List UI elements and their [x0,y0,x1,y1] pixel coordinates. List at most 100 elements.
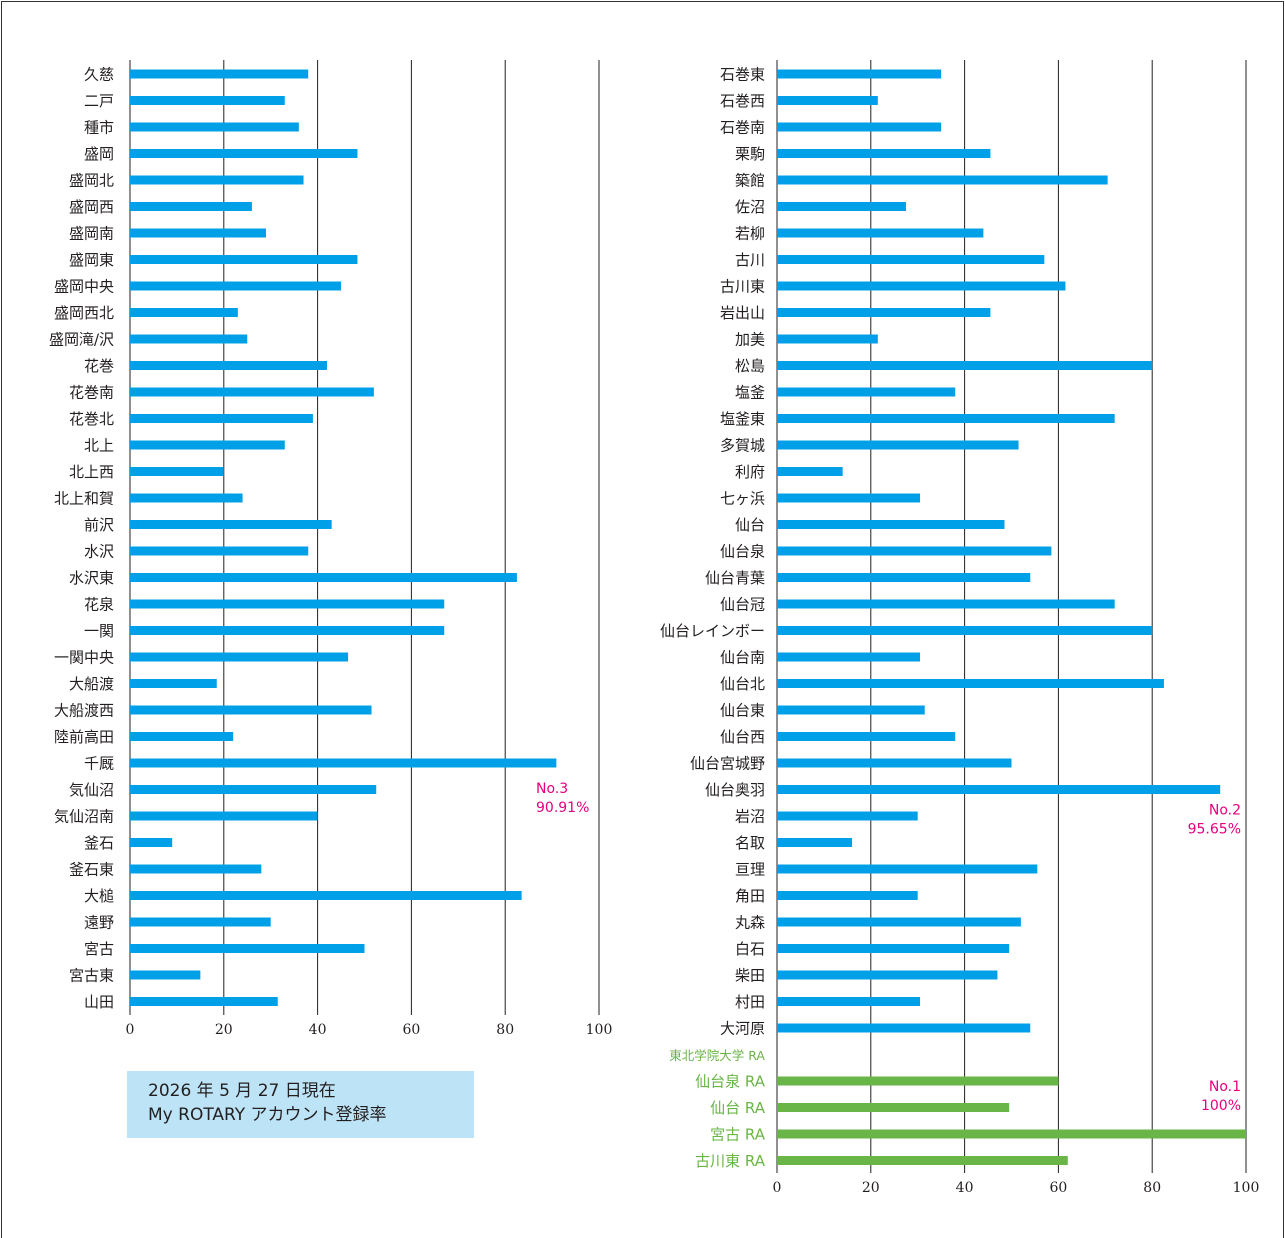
category-label: 仙台宮城野 [690,755,765,773]
bar [130,997,278,1006]
bar [777,1129,1246,1139]
category-label: 仙台レインボー [660,622,765,640]
category-label: 花巻南 [69,384,114,402]
category-label: 千厩 [84,755,114,773]
category-label: 利府 [735,463,765,481]
category-label: 仙台東 [720,702,765,720]
x-tick-label: 0 [773,1180,782,1196]
category-label: 水沢東 [69,569,114,587]
bar [777,917,1021,927]
rank-annotation-value: 100% [1201,1098,1241,1114]
bar [130,970,201,980]
bar [130,467,224,476]
category-label: 七ヶ浜 [720,490,765,508]
category-label: 塩釜東 [720,410,765,428]
category-label: 柴田 [735,967,765,985]
bar [777,255,1045,264]
category-label: 一関中央 [54,649,114,667]
category-label: 石巻東 [720,66,765,84]
x-tick-label: 60 [1049,1180,1067,1196]
bar [777,970,998,980]
category-label: 花泉 [84,596,114,614]
bar [130,705,372,715]
bar [777,785,1221,794]
category-label: 丸森 [735,914,765,932]
bar [130,679,217,688]
category-label: 古川東 [720,278,765,296]
bar [130,96,285,105]
category-label: 遠野 [84,914,114,932]
category-label: 釜石東 [69,861,114,879]
category-label: 石巻南 [720,119,765,137]
bar [777,175,1108,185]
category-label: 花巻 [84,357,114,375]
bar [777,679,1164,688]
category-label: 古川東 RA [695,1152,766,1170]
category-label: 若柳 [735,225,765,243]
bar [777,652,921,662]
bar [130,811,318,821]
category-label: 岩出山 [720,304,765,322]
category-label: 仙台泉 RA [695,1073,766,1091]
category-label: 仙台 RA [710,1099,766,1117]
bar [130,652,349,662]
bar [777,281,1066,291]
bar [777,228,984,238]
bar [130,334,248,344]
x-tick-label: 100 [586,1022,613,1038]
category-label: 盛岡東 [69,251,114,269]
bar [130,255,358,264]
bar [777,308,991,317]
category-label: 山田 [84,993,114,1011]
category-label: 村田 [735,993,765,1011]
rank-annotation-label: No.1 [1209,1079,1241,1095]
bar [130,69,309,79]
rank-annotation-value: 95.65% [1188,822,1241,838]
category-label: 亘理 [735,861,765,879]
bar [130,599,445,609]
bar [777,387,956,397]
bar [130,864,262,874]
category-label: 仙台冠 [720,596,765,614]
date-note-box: 2026 年 5 月 27 日現在 My ROTARY アカウント登録率 [127,1071,474,1138]
bar [777,599,1115,609]
bar [777,96,878,105]
category-label: 仙台青葉 [705,569,765,587]
category-label: 北上和賀 [54,490,114,508]
bar [777,1023,1031,1033]
bar [130,493,243,503]
category-label: 多賀城 [720,437,765,455]
bar [130,758,557,768]
category-label: 盛岡西 [69,198,114,216]
date-note-line1: 2026 年 5 月 27 日現在 [148,1081,336,1101]
category-label: 盛岡 [84,145,114,163]
category-label: 久慈 [84,66,114,84]
x-tick-label: 60 [402,1022,420,1038]
bar [777,334,878,344]
bar [777,361,1153,370]
x-tick-label: 100 [1233,1180,1260,1196]
category-label: 大河原 [720,1020,765,1038]
bar [130,440,285,450]
category-label: 岩沼 [735,808,765,826]
rank-annotation-label: No.2 [1209,803,1241,819]
category-label: 角田 [735,887,765,905]
rank-annotation-value: 90.91% [536,800,589,816]
rank-annotation-label: No.3 [536,781,568,797]
category-label: 佐沼 [735,198,765,216]
category-label: 古川 [735,251,765,269]
bar [130,944,365,953]
bar [130,626,445,635]
category-label: 盛岡中央 [54,278,114,296]
bar [777,705,925,715]
x-tick-label: 20 [215,1022,233,1038]
bar [777,414,1115,423]
category-label: 宮古 [84,940,114,958]
category-label: 東北学院大学 RA [669,1048,765,1063]
bar [130,573,517,582]
x-tick-label: 0 [126,1022,135,1038]
bar [130,175,304,185]
category-label: 加美 [735,331,765,349]
bar [777,1103,1010,1112]
